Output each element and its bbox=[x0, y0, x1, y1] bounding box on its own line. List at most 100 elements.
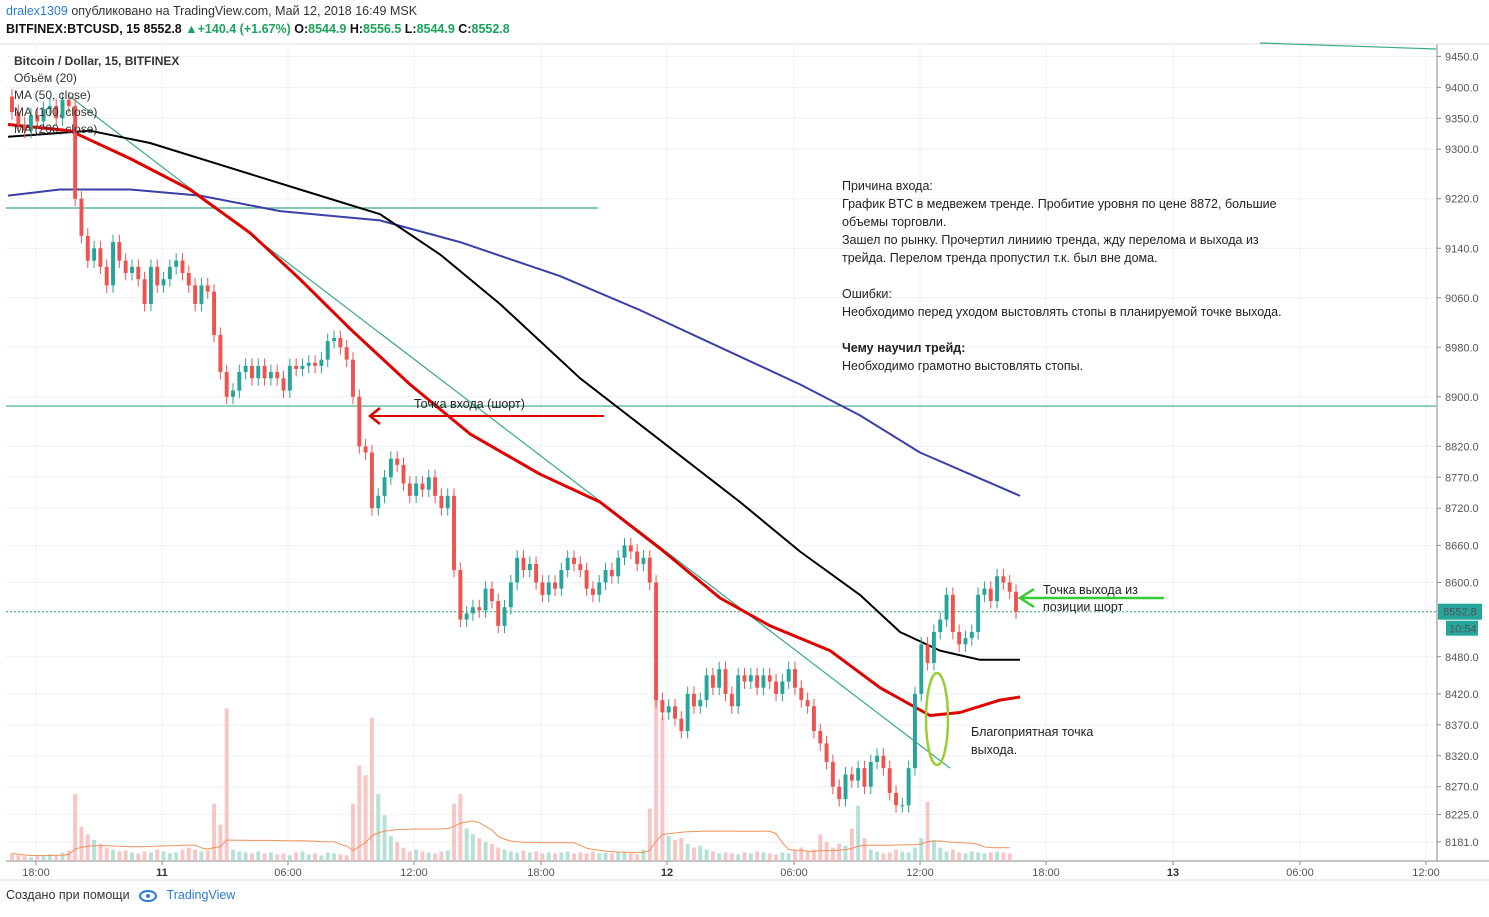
candle-body bbox=[104, 266, 109, 286]
volume-bar bbox=[205, 850, 210, 861]
volume-bar bbox=[186, 847, 191, 861]
candle-body bbox=[186, 273, 191, 286]
candle-body bbox=[572, 557, 576, 564]
candle-body bbox=[28, 115, 33, 131]
candle-body bbox=[287, 365, 292, 391]
volume-bar bbox=[407, 851, 412, 861]
legend-ma100: MA (100, close) bbox=[14, 105, 97, 119]
candle-body bbox=[603, 570, 608, 583]
candle-body bbox=[685, 693, 690, 732]
close-value: 8552.8 bbox=[471, 22, 510, 36]
ma200-line bbox=[7, 188, 1021, 497]
candle-body bbox=[628, 545, 633, 552]
candle-body bbox=[913, 693, 917, 769]
candle-body bbox=[673, 706, 677, 719]
volume-bar bbox=[92, 840, 97, 861]
volume-bar bbox=[294, 852, 299, 861]
candle-body bbox=[944, 594, 949, 620]
volume-bar bbox=[395, 841, 400, 861]
volume-bar bbox=[868, 849, 873, 861]
volume-bar bbox=[704, 849, 709, 861]
volume-bar bbox=[104, 847, 109, 861]
candle-body bbox=[616, 557, 621, 577]
volume-bar bbox=[521, 850, 526, 861]
candle-body bbox=[692, 693, 696, 707]
note-errors-1: Необходимо перед уходом выстовлять стопы… bbox=[842, 305, 1282, 319]
volume-bar bbox=[982, 853, 987, 861]
candle-body bbox=[824, 743, 829, 762]
candle-body bbox=[540, 582, 545, 595]
volume-bar bbox=[433, 853, 438, 861]
candle-body bbox=[167, 266, 172, 280]
candle-body bbox=[351, 359, 355, 397]
candle-body bbox=[161, 279, 166, 286]
volume-bar bbox=[729, 853, 734, 861]
candle-body bbox=[325, 341, 330, 360]
y-tick-label: 8820.0 bbox=[1445, 441, 1479, 453]
volume-bar bbox=[351, 803, 355, 861]
volume-bar bbox=[35, 855, 40, 861]
volume-bar bbox=[496, 847, 501, 861]
open-value: 8544.9 bbox=[308, 22, 347, 36]
author-link[interactable]: dralex1309 bbox=[6, 4, 68, 18]
candle-body bbox=[906, 768, 911, 806]
legend-ma200: MA (200, close) bbox=[14, 122, 97, 136]
volume-bar bbox=[224, 708, 229, 861]
volume-bar bbox=[660, 717, 665, 861]
candle-body bbox=[976, 594, 981, 632]
exit-label-1: Точка выхода из bbox=[1043, 583, 1138, 597]
y-tick-label: 8900.0 bbox=[1445, 392, 1479, 404]
volume-bar bbox=[363, 775, 368, 861]
y-tick-label: 9220.0 bbox=[1445, 194, 1479, 206]
candle-body bbox=[875, 755, 880, 762]
x-tick-label: 06:00 bbox=[274, 867, 302, 879]
candle-body bbox=[388, 458, 393, 478]
volume-bar bbox=[1007, 853, 1012, 861]
candle-body bbox=[988, 588, 993, 602]
candle-body bbox=[578, 563, 583, 571]
candle-body bbox=[313, 362, 318, 366]
volume-bar bbox=[673, 840, 677, 861]
candle-body bbox=[111, 242, 115, 286]
volume-bar bbox=[218, 824, 223, 861]
candle-body bbox=[420, 483, 425, 490]
countdown-box bbox=[1446, 620, 1478, 636]
candle-body bbox=[818, 731, 823, 744]
volume-bar bbox=[723, 852, 728, 861]
candle-body bbox=[414, 483, 419, 496]
volume-bar bbox=[98, 843, 103, 861]
volume-bar bbox=[508, 851, 513, 861]
footer: Создано при помощи TradingView bbox=[6, 888, 235, 902]
volume-bar bbox=[319, 855, 324, 861]
candle-body bbox=[849, 774, 854, 781]
volume-bar bbox=[111, 849, 115, 861]
volume-bar bbox=[584, 853, 589, 861]
low-value: 8544.9 bbox=[416, 22, 455, 36]
candle-body bbox=[868, 761, 873, 787]
candle-body bbox=[534, 563, 539, 583]
volume-bar bbox=[685, 843, 690, 861]
candle-body bbox=[546, 582, 551, 595]
volume-bar bbox=[180, 849, 185, 861]
tradingview-logo-icon bbox=[139, 889, 158, 902]
candle-body bbox=[982, 588, 987, 595]
y-tick-label: 9300.0 bbox=[1445, 144, 1479, 156]
chart-header: dralex1309 опубликовано на TradingView.c… bbox=[0, 0, 1489, 44]
volume-bar bbox=[572, 853, 576, 861]
note-reason-1: График BTC в медвежем тренде. Пробитие у… bbox=[842, 197, 1277, 211]
volume-bar bbox=[565, 851, 570, 861]
volume-bar bbox=[944, 851, 949, 861]
volume-bar bbox=[774, 854, 779, 861]
tradingview-link[interactable]: TradingView bbox=[166, 888, 236, 902]
note-reason-title: Причина входа: bbox=[842, 179, 933, 193]
change-up-icon: ▲ bbox=[185, 22, 198, 36]
candle-body bbox=[256, 365, 261, 379]
volume-bar bbox=[199, 851, 204, 861]
favorable-exit-ellipse bbox=[924, 671, 950, 767]
volume-bar bbox=[420, 851, 425, 861]
volume-bar bbox=[1001, 852, 1006, 861]
volume-bar bbox=[287, 855, 292, 861]
candle-body bbox=[647, 557, 652, 583]
y-tick-label: 8480.0 bbox=[1445, 652, 1479, 664]
